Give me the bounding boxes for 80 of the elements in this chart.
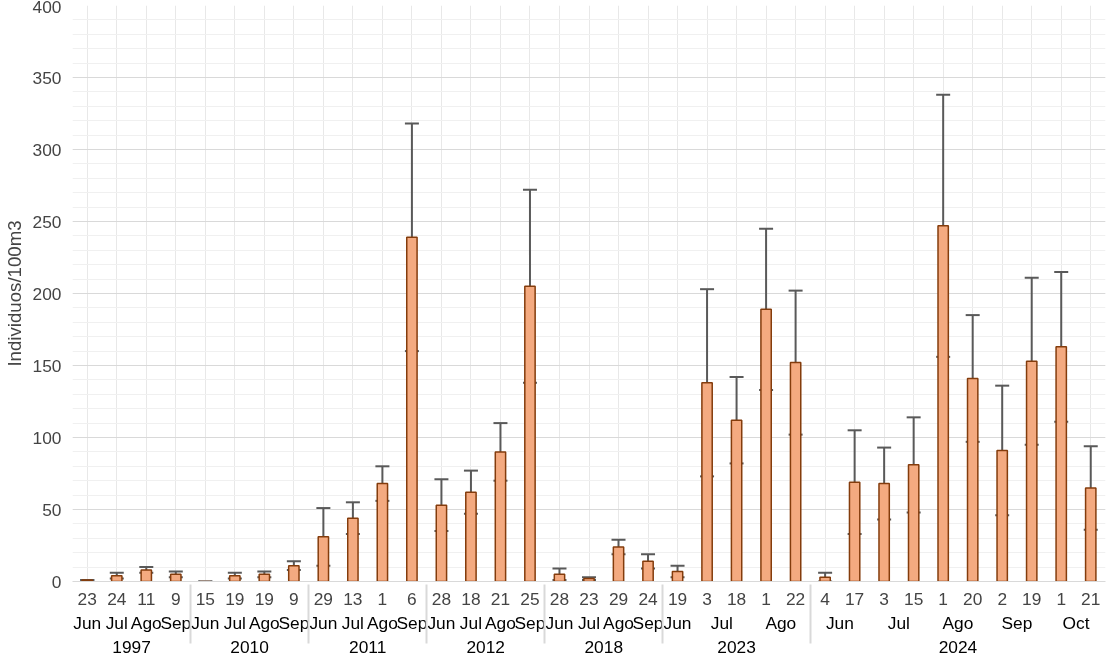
category-label: 15 xyxy=(904,588,924,609)
y-tick-label: 350 xyxy=(32,67,62,88)
category-label: Ago xyxy=(603,612,634,633)
category-label: 28 xyxy=(549,588,570,609)
category-label: 2024 xyxy=(938,636,978,657)
category-label: Ago xyxy=(366,612,398,633)
category-label: Ago xyxy=(130,612,162,633)
category-label: 28 xyxy=(431,588,452,609)
category-label: Jul xyxy=(459,612,483,633)
category-label: 23 xyxy=(77,588,97,609)
y-tick-label: 250 xyxy=(32,211,62,232)
y-tick-label: 150 xyxy=(32,355,62,376)
category-label: Ago xyxy=(485,612,516,633)
category-label: 18 xyxy=(461,588,481,609)
category-label: 4 xyxy=(820,588,830,609)
y-tick-label: 50 xyxy=(42,499,62,520)
category-label: 3 xyxy=(702,588,712,609)
category-label: Jun xyxy=(663,612,692,633)
category-label: 29 xyxy=(608,588,629,609)
category-label: Jul xyxy=(105,612,128,633)
category-label: Sep xyxy=(278,612,310,633)
y-tick-label: 0 xyxy=(51,571,62,592)
category-label: 2018 xyxy=(584,636,624,657)
category-label: 13 xyxy=(343,588,363,609)
category-label: Ago xyxy=(765,612,797,633)
category-label: 2012 xyxy=(466,636,505,657)
category-label: Jun xyxy=(191,612,220,633)
category-label: Jul xyxy=(710,612,733,633)
category-label: 19 xyxy=(225,588,245,609)
category-label: 25 xyxy=(520,588,540,609)
category-label: Jun xyxy=(73,612,102,633)
category-label: Ago xyxy=(248,612,280,633)
category-label: 29 xyxy=(313,588,334,609)
category-label: 19 xyxy=(667,588,688,609)
category-label: Sep xyxy=(632,612,664,633)
category-label: 2023 xyxy=(717,636,756,657)
category-label: 9 xyxy=(289,588,299,609)
category-label: Jul xyxy=(341,612,364,633)
y-tick-label: 400 xyxy=(32,0,62,17)
category-label: 9 xyxy=(170,588,181,609)
y-tick-label: 100 xyxy=(32,427,62,448)
category-label: Jun xyxy=(427,612,456,633)
category-label: Jun xyxy=(825,612,854,633)
category-label: 21 xyxy=(490,588,511,609)
category-label: 19 xyxy=(1022,588,1042,609)
category-label: 17 xyxy=(844,588,865,609)
category-label: 22 xyxy=(785,588,806,609)
category-label: Oct xyxy=(1062,612,1090,633)
category-label: 1 xyxy=(938,588,948,609)
category-label: Ago xyxy=(942,612,974,633)
category-label: Sep xyxy=(1001,612,1033,633)
category-label: 24 xyxy=(638,588,658,609)
category-label: Sep xyxy=(160,612,192,633)
category-label: Jun xyxy=(545,612,574,633)
y-axis-title: Individuos/100m3 xyxy=(3,220,25,367)
category-label: Sep xyxy=(514,612,546,633)
category-label: 23 xyxy=(579,588,599,609)
category-label: Jun xyxy=(309,612,338,633)
category-label: 15 xyxy=(195,588,215,609)
category-label: Jul xyxy=(577,612,601,633)
category-label: 1997 xyxy=(112,636,151,657)
category-label: Jul xyxy=(887,612,910,633)
category-label: 20 xyxy=(963,588,983,609)
category-label: 18 xyxy=(726,588,747,609)
category-label: 2010 xyxy=(230,636,269,657)
category-label: 19 xyxy=(254,588,274,609)
category-label: Jul xyxy=(223,612,246,633)
category-label: 21 xyxy=(1081,588,1101,609)
category-label: 3 xyxy=(879,588,889,609)
category-label: 1 xyxy=(377,588,388,609)
category-label: 1 xyxy=(1056,588,1067,609)
category-label: 6 xyxy=(407,588,417,609)
y-tick-label: 200 xyxy=(32,283,62,304)
category-label: Sep xyxy=(396,612,428,633)
y-tick-label: 300 xyxy=(32,139,62,160)
category-label: 2011 xyxy=(349,636,387,657)
category-label: 11 xyxy=(137,588,156,609)
category-label: 24 xyxy=(107,588,127,609)
category-label: 1 xyxy=(761,588,771,609)
category-label: 2 xyxy=(997,588,1008,609)
